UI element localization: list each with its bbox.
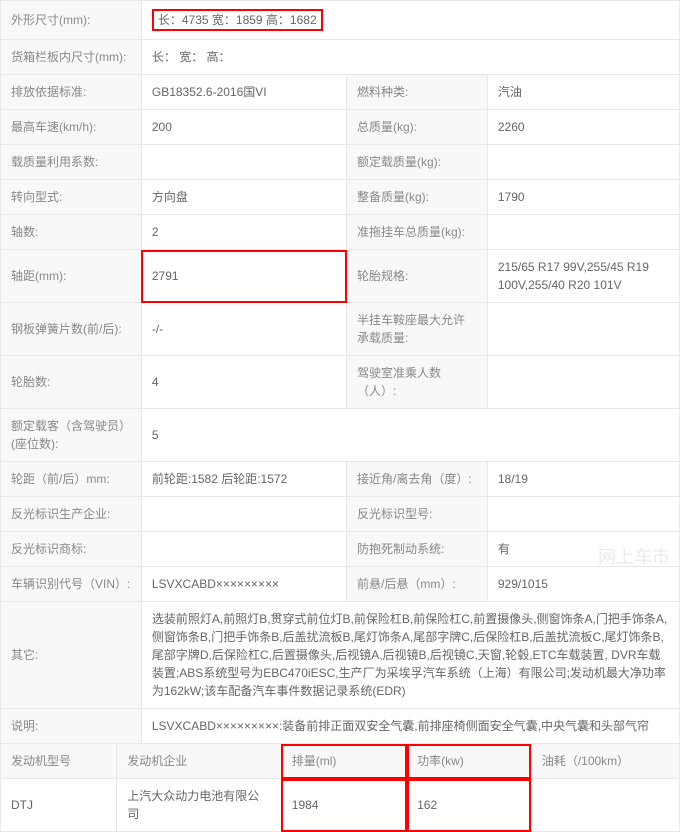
- loadcoef-value: [141, 145, 346, 180]
- dimensions-label: 外形尺寸(mm):: [1, 1, 142, 40]
- eng-cons-value: [531, 779, 679, 832]
- totalmass-label: 总质量(kg):: [347, 110, 488, 145]
- wheelbase-value: 2791: [141, 250, 346, 303]
- fuel-value: 汽油: [487, 75, 679, 110]
- eng-disp-value: 1984: [281, 779, 406, 832]
- vin-value: LSVXCABD×××××××××: [141, 567, 346, 602]
- curbmass-value: 1790: [487, 180, 679, 215]
- eng-model-label: 发动机型号: [1, 744, 117, 779]
- trailermass-label: 准拖挂车总质量(kg):: [347, 215, 488, 250]
- angles-value: 18/19: [487, 462, 679, 497]
- dimensions-value: 长：4735 宽：1859 高：1682: [141, 1, 679, 40]
- engine-table: 发动机型号 发动机企业 排量(ml) 功率(kw) 油耗（/100km） DTJ…: [0, 743, 680, 832]
- note-value: LSVXCABD×××××××××:装备前排正面双安全气囊,前排座椅侧面安全气囊…: [141, 709, 679, 744]
- tirecount-value: 4: [141, 356, 346, 409]
- springs-label: 钢板弹簧片数(前/后):: [1, 303, 142, 356]
- refltype-label: 反光标识型号:: [347, 497, 488, 532]
- track-value: 前轮距:1582 后轮距:1572: [141, 462, 346, 497]
- eng-disp-label: 排量(ml): [281, 744, 406, 779]
- overhang-value: 929/1015: [487, 567, 679, 602]
- cab-label: 驾驶室准乘人数（人）:: [347, 356, 488, 409]
- other-value: 选装前照灯A,前照灯B,贯穿式前位灯B,前保险杠B,前保险杠C,前置摄像头,侧窗…: [141, 602, 679, 709]
- loadcoef-label: 载质量利用系数:: [1, 145, 142, 180]
- note-label: 说明:: [1, 709, 142, 744]
- other-label: 其它:: [1, 602, 142, 709]
- speed-label: 最高车速(km/h):: [1, 110, 142, 145]
- cargo-value: 长： 宽： 高：: [141, 40, 679, 75]
- abs-value: 有: [487, 532, 679, 567]
- tires-value: 215/65 R17 99V,255/45 R19 100V,255/40 R2…: [487, 250, 679, 303]
- steer-value: 方向盘: [141, 180, 346, 215]
- saddle-value: [487, 303, 679, 356]
- spec-table: 外形尺寸(mm): 长：4735 宽：1859 高：1682 货箱栏板内尺寸(m…: [0, 0, 680, 744]
- reflbrand-value: [141, 532, 346, 567]
- reflbrand-label: 反光标识商标:: [1, 532, 142, 567]
- steer-label: 转向型式:: [1, 180, 142, 215]
- saddle-label: 半挂车鞍座最大允许承载质量:: [347, 303, 488, 356]
- eng-cons-label: 油耗（/100km）: [531, 744, 679, 779]
- track-label: 轮距（前/后）mm:: [1, 462, 142, 497]
- axles-label: 轴数:: [1, 215, 142, 250]
- std-value: GB18352.6-2016国VI: [141, 75, 346, 110]
- vin-label: 车辆识别代号（VIN）:: [1, 567, 142, 602]
- reflent-label: 反光标识生产企业:: [1, 497, 142, 532]
- cargo-label: 货箱栏板内尺寸(mm):: [1, 40, 142, 75]
- eng-model-value: DTJ: [1, 779, 117, 832]
- curbmass-label: 整备质量(kg):: [347, 180, 488, 215]
- refltype-value: [487, 497, 679, 532]
- wheelbase-label: 轴距(mm):: [1, 250, 142, 303]
- fuel-label: 燃料种类:: [347, 75, 488, 110]
- eng-maker-label: 发动机企业: [117, 744, 282, 779]
- axles-value: 2: [141, 215, 346, 250]
- ratedload-label: 额定载质量(kg):: [347, 145, 488, 180]
- springs-value: -/-: [141, 303, 346, 356]
- eng-power-label: 功率(kw): [407, 744, 532, 779]
- eng-power-value: 162: [407, 779, 532, 832]
- angles-label: 接近角/离去角（度）:: [347, 462, 488, 497]
- tirecount-label: 轮胎数:: [1, 356, 142, 409]
- capacity-value: 5: [141, 409, 679, 462]
- ratedload-value: [487, 145, 679, 180]
- eng-maker-value: 上汽大众动力电池有限公司: [117, 779, 282, 832]
- reflent-value: [141, 497, 346, 532]
- trailermass-value: [487, 215, 679, 250]
- totalmass-value: 2260: [487, 110, 679, 145]
- overhang-label: 前悬/后悬（mm）:: [347, 567, 488, 602]
- abs-label: 防抱死制动系统:: [347, 532, 488, 567]
- cab-value: [487, 356, 679, 409]
- std-label: 排放依据标准:: [1, 75, 142, 110]
- tires-label: 轮胎规格:: [347, 250, 488, 303]
- speed-value: 200: [141, 110, 346, 145]
- capacity-label: 额定载客（含驾驶员）(座位数):: [1, 409, 142, 462]
